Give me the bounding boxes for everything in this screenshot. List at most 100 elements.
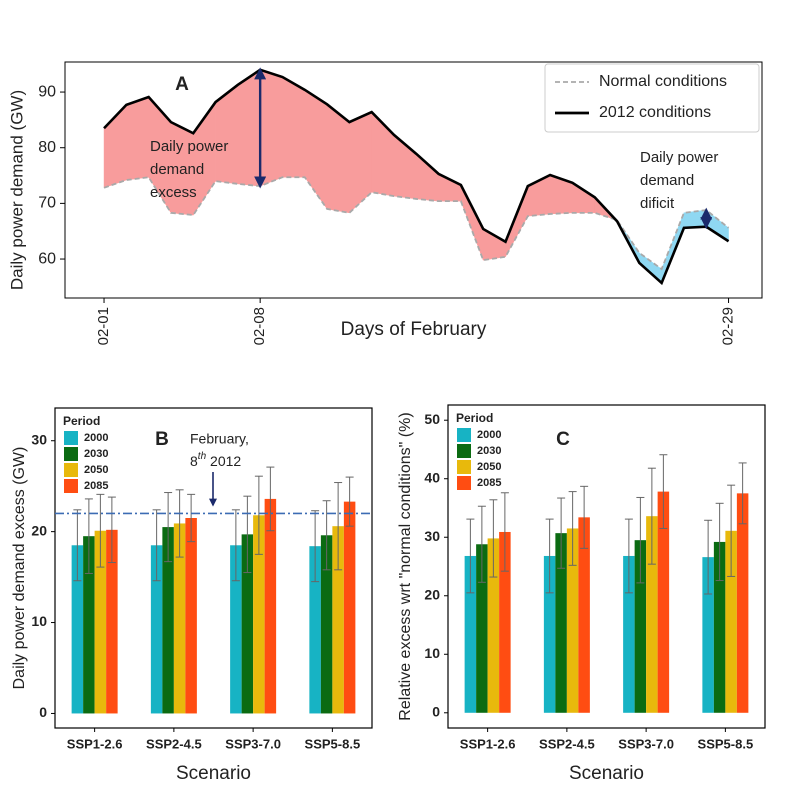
y-tick-label: 20 bbox=[424, 586, 440, 602]
error-bar bbox=[568, 491, 577, 566]
y-axis-label: Daily power demand (GW) bbox=[7, 90, 26, 290]
legend-label: 2030 bbox=[477, 445, 501, 457]
error-bar bbox=[107, 496, 116, 564]
reference-label: 8th 2012 bbox=[190, 451, 241, 469]
bar bbox=[555, 533, 567, 713]
x-tick-label: 02-08 bbox=[251, 307, 268, 345]
annotation: demand bbox=[640, 172, 694, 189]
fill-between bbox=[304, 89, 328, 210]
legend-swatch bbox=[64, 463, 78, 477]
error-bar bbox=[334, 482, 343, 571]
error-bar bbox=[96, 493, 105, 568]
panel-label: B bbox=[155, 429, 169, 450]
bar bbox=[94, 530, 107, 714]
x-axis-label: Scenario bbox=[569, 763, 644, 784]
bar bbox=[487, 538, 500, 713]
y-tick-label: 30 bbox=[31, 431, 47, 447]
error-bar bbox=[727, 484, 736, 577]
bar bbox=[253, 515, 265, 714]
bar bbox=[185, 518, 197, 714]
y-axis-label: Daily power demand excess (GW) bbox=[11, 447, 28, 690]
y-tick-label: 0 bbox=[432, 703, 440, 719]
error-bar bbox=[580, 485, 589, 549]
error-bar bbox=[152, 509, 161, 582]
error-bar bbox=[477, 505, 486, 583]
fill-between bbox=[126, 96, 149, 181]
error-bar bbox=[73, 509, 82, 582]
y-tick-label: 80 bbox=[38, 139, 56, 156]
bar bbox=[71, 545, 84, 714]
legend-swatch bbox=[457, 428, 471, 442]
panel-label: C bbox=[556, 429, 570, 450]
bar bbox=[464, 555, 477, 713]
legend-swatch bbox=[64, 479, 78, 493]
fill-between bbox=[416, 153, 439, 202]
y-tick-label: 70 bbox=[38, 195, 56, 212]
bar bbox=[702, 557, 714, 713]
legend-label: 2012 conditions bbox=[599, 104, 711, 121]
error-bar bbox=[647, 467, 656, 565]
bar bbox=[713, 541, 726, 713]
bar bbox=[83, 536, 95, 714]
error-bar bbox=[243, 495, 252, 574]
error-bar bbox=[624, 518, 633, 594]
error-bar bbox=[715, 502, 724, 582]
error-bar bbox=[84, 498, 93, 574]
error-bar bbox=[311, 510, 320, 583]
y-tick-label: 0 bbox=[39, 704, 47, 720]
bar bbox=[173, 523, 186, 714]
legend-label: 2050 bbox=[477, 461, 501, 473]
error-bar bbox=[231, 509, 240, 582]
error-bar bbox=[636, 496, 645, 584]
plot-frame bbox=[64, 61, 763, 299]
bar bbox=[230, 545, 242, 714]
error-bar bbox=[164, 492, 173, 563]
bar bbox=[499, 531, 511, 713]
bar bbox=[332, 526, 344, 714]
bar bbox=[106, 529, 118, 714]
x-tick-label: SSP5-8.5 bbox=[305, 736, 361, 751]
x-tick-label: SSP2-4.5 bbox=[539, 736, 595, 751]
panel-label: A bbox=[175, 74, 189, 95]
fill-between bbox=[259, 69, 283, 187]
legend-label: 2000 bbox=[84, 432, 108, 444]
legend-box bbox=[544, 63, 760, 133]
error-bar bbox=[466, 518, 475, 594]
error-bar bbox=[500, 492, 509, 572]
bar bbox=[343, 501, 356, 714]
legend-swatch bbox=[457, 476, 471, 490]
annotation: dificit bbox=[640, 195, 675, 212]
x-tick-label: 02-29 bbox=[720, 307, 737, 345]
error-bar bbox=[738, 462, 747, 525]
legend-swatch bbox=[64, 447, 78, 461]
x-tick-label: SSP2-4.5 bbox=[146, 736, 202, 751]
fill-between bbox=[237, 69, 261, 187]
x-tick-label: SSP5-8.5 bbox=[698, 736, 754, 751]
y-tick-label: 10 bbox=[424, 645, 440, 661]
bar bbox=[725, 530, 737, 713]
annotation: excess bbox=[150, 184, 197, 201]
error-bar bbox=[254, 475, 263, 555]
bar bbox=[566, 528, 579, 713]
fill-between bbox=[349, 111, 372, 214]
y-tick-label: 10 bbox=[31, 613, 47, 629]
bar bbox=[320, 535, 333, 714]
legend-title: Period bbox=[456, 411, 493, 425]
legend-label: 2030 bbox=[84, 448, 108, 460]
fill-between bbox=[282, 76, 306, 178]
series-line bbox=[103, 176, 730, 271]
legend-swatch bbox=[457, 444, 471, 458]
bar bbox=[241, 534, 254, 714]
legend-title: Period bbox=[63, 414, 100, 428]
bar bbox=[736, 493, 749, 713]
legend-label: 2085 bbox=[84, 480, 108, 492]
y-tick-label: 50 bbox=[424, 411, 440, 427]
error-bar bbox=[345, 476, 354, 527]
annotation: Daily power bbox=[150, 138, 228, 155]
reference-label-part: 2012 bbox=[206, 453, 241, 469]
x-tick-label: SSP1-2.6 bbox=[460, 736, 516, 751]
error-bar bbox=[175, 489, 184, 558]
annotation: demand bbox=[150, 161, 204, 178]
y-tick-label: 30 bbox=[424, 528, 440, 544]
